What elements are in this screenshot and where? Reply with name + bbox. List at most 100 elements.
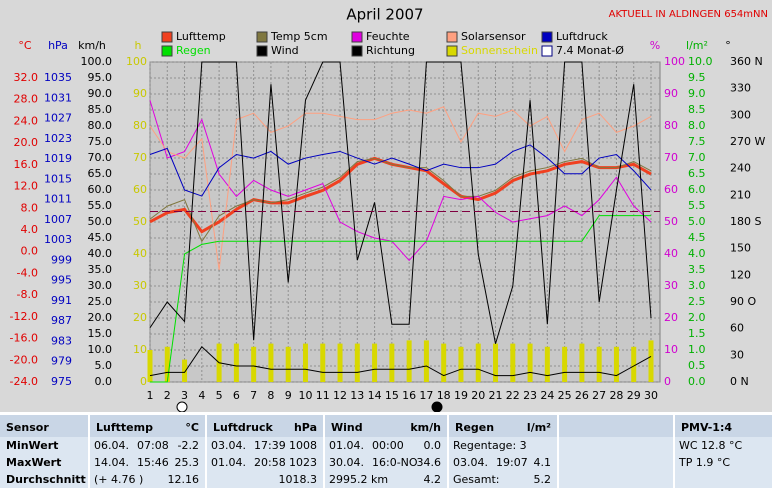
legend-label: Regen: [176, 44, 211, 57]
y-tick-label: 6.0: [688, 183, 706, 196]
table-cell: [325, 415, 447, 437]
series-line: [149, 346, 652, 377]
legend-label: Temp 5cm: [270, 30, 328, 43]
y-tick-label: 90: [664, 87, 678, 100]
bar: [527, 343, 533, 382]
table-header-unit: km/h: [410, 421, 441, 434]
table-header: Luftdruck: [213, 421, 274, 434]
table-header: PMV-1:4: [681, 421, 732, 434]
y-tick-label: 20.0: [14, 136, 39, 149]
y-tick-label: 0 N: [730, 375, 749, 388]
table-cell: [559, 437, 673, 454]
y-tick-label: 7.5: [688, 135, 706, 148]
x-tick-label: 28: [609, 389, 623, 402]
y-tick-label: 80.0: [88, 119, 113, 132]
y-tick-label: 6.5: [688, 167, 706, 180]
y-tick-label: 4.0: [21, 223, 39, 236]
table-cell-value: 25.3: [175, 456, 200, 469]
y-tick-label: 8.0: [21, 201, 39, 214]
x-tick-label: 2: [164, 389, 171, 402]
table-cell: [449, 471, 557, 488]
y-tick-label: 75.0: [88, 135, 113, 148]
y-tick-label: 1015: [44, 172, 72, 185]
bar: [302, 343, 308, 382]
y-tick-label: -4.0: [17, 266, 38, 279]
table-cell: [675, 415, 772, 437]
y-tick-label: 20.0: [88, 311, 113, 324]
y-tick-label: 5.0: [688, 215, 706, 228]
table-cell: [675, 437, 772, 454]
table-cell: [0, 415, 88, 437]
table-cell: [0, 437, 88, 454]
table-cell-text: 2995.2 km: [329, 473, 388, 486]
bar: [579, 343, 585, 382]
table-cell: [559, 471, 673, 488]
bar: [372, 343, 378, 382]
axis-title: °C: [18, 39, 32, 52]
y-tick-label: 999: [51, 253, 72, 266]
table-cell: [0, 454, 88, 471]
axis-title: km/h: [78, 39, 106, 52]
y-tick-label: 60: [664, 183, 678, 196]
row-label: MinWert: [6, 439, 58, 452]
x-tick-label: 22: [506, 389, 520, 402]
legend-label: Wind: [271, 44, 299, 57]
y-tick-label: 1031: [44, 91, 72, 104]
chart-title: April 2007: [346, 6, 423, 24]
series-line: [150, 215, 651, 383]
y-tick-label: 90 O: [730, 295, 756, 308]
table-cell: [675, 454, 772, 471]
x-tick-label: 9: [285, 389, 292, 402]
bar: [613, 346, 619, 382]
y-tick-label: 28.0: [14, 93, 39, 106]
axis-title: hPa: [48, 39, 68, 52]
y-tick-label: 360 N: [730, 55, 763, 68]
y-tick-label: 0.0: [95, 375, 113, 388]
legend-label: Feuchte: [366, 30, 410, 43]
y-tick-label: 4.5: [688, 231, 706, 244]
table-cell-text: 06.04.: [94, 439, 129, 452]
table-cell-text: 20:58: [254, 456, 286, 469]
x-tick-label: 19: [454, 389, 468, 402]
y-tick-label: 35.0: [88, 263, 113, 276]
table-cell: [207, 437, 323, 454]
legend-swatch: [351, 45, 363, 57]
x-tick-label: 3: [181, 389, 188, 402]
table-cell-text: 19:07: [496, 456, 528, 469]
legend-swatch: [446, 31, 458, 43]
y-tick-label: 9.0: [688, 87, 706, 100]
y-tick-label: 8.0: [688, 119, 706, 132]
y-tick-label: 80: [133, 119, 147, 132]
table-cell: [207, 454, 323, 471]
y-tick-label: -12.0: [10, 310, 38, 323]
table-cell-text: 01.04.: [329, 439, 364, 452]
series-line: [149, 157, 652, 243]
table-cell: [675, 471, 772, 488]
moon-icon: [176, 401, 188, 413]
series-line: [149, 106, 652, 271]
series-line: [149, 61, 652, 344]
y-tick-label: 987: [51, 314, 72, 327]
legend-swatch: [256, 45, 268, 57]
bar: [320, 343, 326, 382]
table-header-unit: °C: [185, 421, 199, 434]
y-tick-label: 5.0: [95, 359, 113, 372]
table-header: Lufttemp: [96, 421, 153, 434]
y-tick-label: 979: [51, 355, 72, 368]
y-tick-label: 70: [133, 151, 147, 164]
x-tick-label: 12: [333, 389, 347, 402]
bar: [596, 346, 602, 382]
y-tick-label: 10.0: [88, 343, 113, 356]
x-tick-label: 15: [385, 389, 399, 402]
table-cell: [90, 437, 205, 454]
bar: [268, 343, 274, 382]
table-cell: [90, 471, 205, 488]
table-cell-value: 0.0: [424, 439, 442, 452]
y-tick-label: 210: [730, 188, 751, 201]
y-tick-label: 45.0: [88, 231, 113, 244]
y-tick-label: 70: [664, 151, 678, 164]
y-tick-label: -8.0: [17, 288, 38, 301]
bar: [147, 350, 153, 382]
y-tick-label: 90.0: [88, 87, 113, 100]
